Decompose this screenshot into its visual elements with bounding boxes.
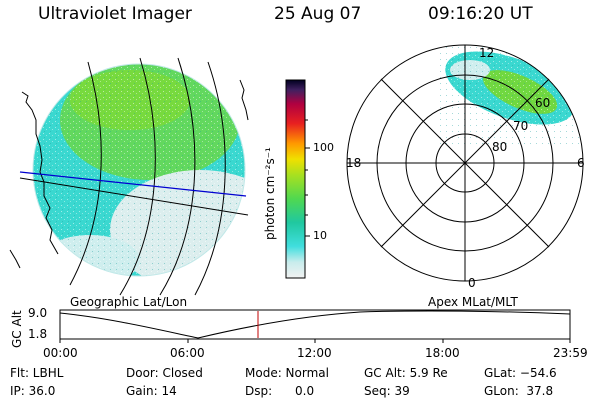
polar-panel-label: Apex MLat/MLT xyxy=(428,295,518,309)
info-gc-alt: GC Alt: 5.9 Re xyxy=(364,366,448,380)
info-dsp: Dsp: 0.0 xyxy=(245,384,315,398)
info-seq: Seq: 39 xyxy=(364,384,410,398)
geo-meridians xyxy=(69,57,226,296)
colorbar-unit-label: photon cm⁻²s⁻¹ xyxy=(263,147,277,240)
altitude-axis-label: GC Alt xyxy=(10,310,24,348)
colorbar-tick-10: 10 xyxy=(313,229,327,242)
mlt-label-12: 12 xyxy=(479,46,495,60)
geo-image xyxy=(33,64,245,276)
color-bar-ticks xyxy=(305,119,310,237)
altitude-x-tick-1800: 18:00 xyxy=(425,346,460,360)
geo-disk-edge xyxy=(32,63,246,277)
image-date: 25 Aug 07 xyxy=(274,4,362,24)
altitude-y-tick-low: 1.8 xyxy=(28,327,48,341)
geo-coastline xyxy=(9,79,249,269)
color-bar xyxy=(285,79,306,279)
altitude-plot-frame xyxy=(59,309,571,340)
mlt-label-0: 0 xyxy=(468,276,476,290)
info-glat: GLat: −54.6 xyxy=(484,366,557,380)
mlat-label-80: 80 xyxy=(492,140,508,154)
mlt-label-6: 6 xyxy=(577,156,585,170)
mlat-label-70: 70 xyxy=(513,119,529,133)
altitude-curve xyxy=(59,310,571,339)
altitude-x-ticks xyxy=(59,339,571,343)
image-time: 09:16:20 UT xyxy=(428,4,533,24)
mlt-label-18: 18 xyxy=(346,156,362,170)
info-door: Door: Closed xyxy=(126,366,203,380)
geo-orbit-line xyxy=(19,171,247,197)
altitude-x-tick-0600: 06:00 xyxy=(170,346,205,360)
info-mode: Mode: Normal xyxy=(245,366,329,380)
polar-grid xyxy=(346,44,584,282)
mlat-label-60: 60 xyxy=(535,96,551,110)
info-gain: Gain: 14 xyxy=(126,384,177,398)
altitude-x-tick-2359: 23:59 xyxy=(553,346,588,360)
colorbar-tick-100: 100 xyxy=(313,141,334,154)
geo-parallel xyxy=(19,177,249,216)
info-glon: GLon: 37.8 xyxy=(484,384,554,398)
instrument-title: Ultraviolet Imager xyxy=(38,4,192,24)
info-filter: Flt: LBHL xyxy=(10,366,64,380)
altitude-x-tick-0000: 00:00 xyxy=(43,346,78,360)
altitude-x-tick-1200: 12:00 xyxy=(297,346,332,360)
geo-panel-label: Geographic Lat/Lon xyxy=(70,295,188,309)
info-ip: IP: 36.0 xyxy=(10,384,56,398)
altitude-y-tick-high: 9.0 xyxy=(28,306,48,320)
